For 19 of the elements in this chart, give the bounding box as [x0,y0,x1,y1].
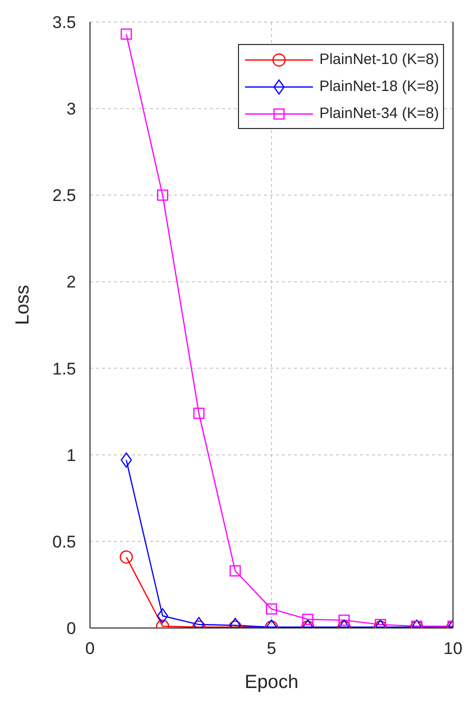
x-tick-label: 0 [85,639,95,658]
legend-label: PlainNet-10 (K=8) [319,51,439,68]
y-tick-label: 0 [66,619,76,638]
y-tick-label: 3 [66,100,76,119]
point [120,28,132,40]
y-tick-label: 2.5 [52,186,76,206]
point [193,408,204,419]
x-tick-label: 10 [444,639,462,658]
x-axis-title: Epoch [244,672,298,693]
x-tick-label: 5 [266,639,276,658]
y-tick-label: 1 [66,446,76,465]
point [157,190,168,201]
y-tick-label: 3.5 [52,13,76,32]
y-axis-title: Loss [12,284,34,325]
y-tick-label: 2 [66,272,76,292]
y-tick-label: 0.5 [52,532,76,552]
y-tick-label: 1.5 [52,359,76,378]
legend-label: PlainNet-18 (K=8) [319,78,439,95]
legend-label: PlainNet-34 (K=8) [319,105,439,122]
